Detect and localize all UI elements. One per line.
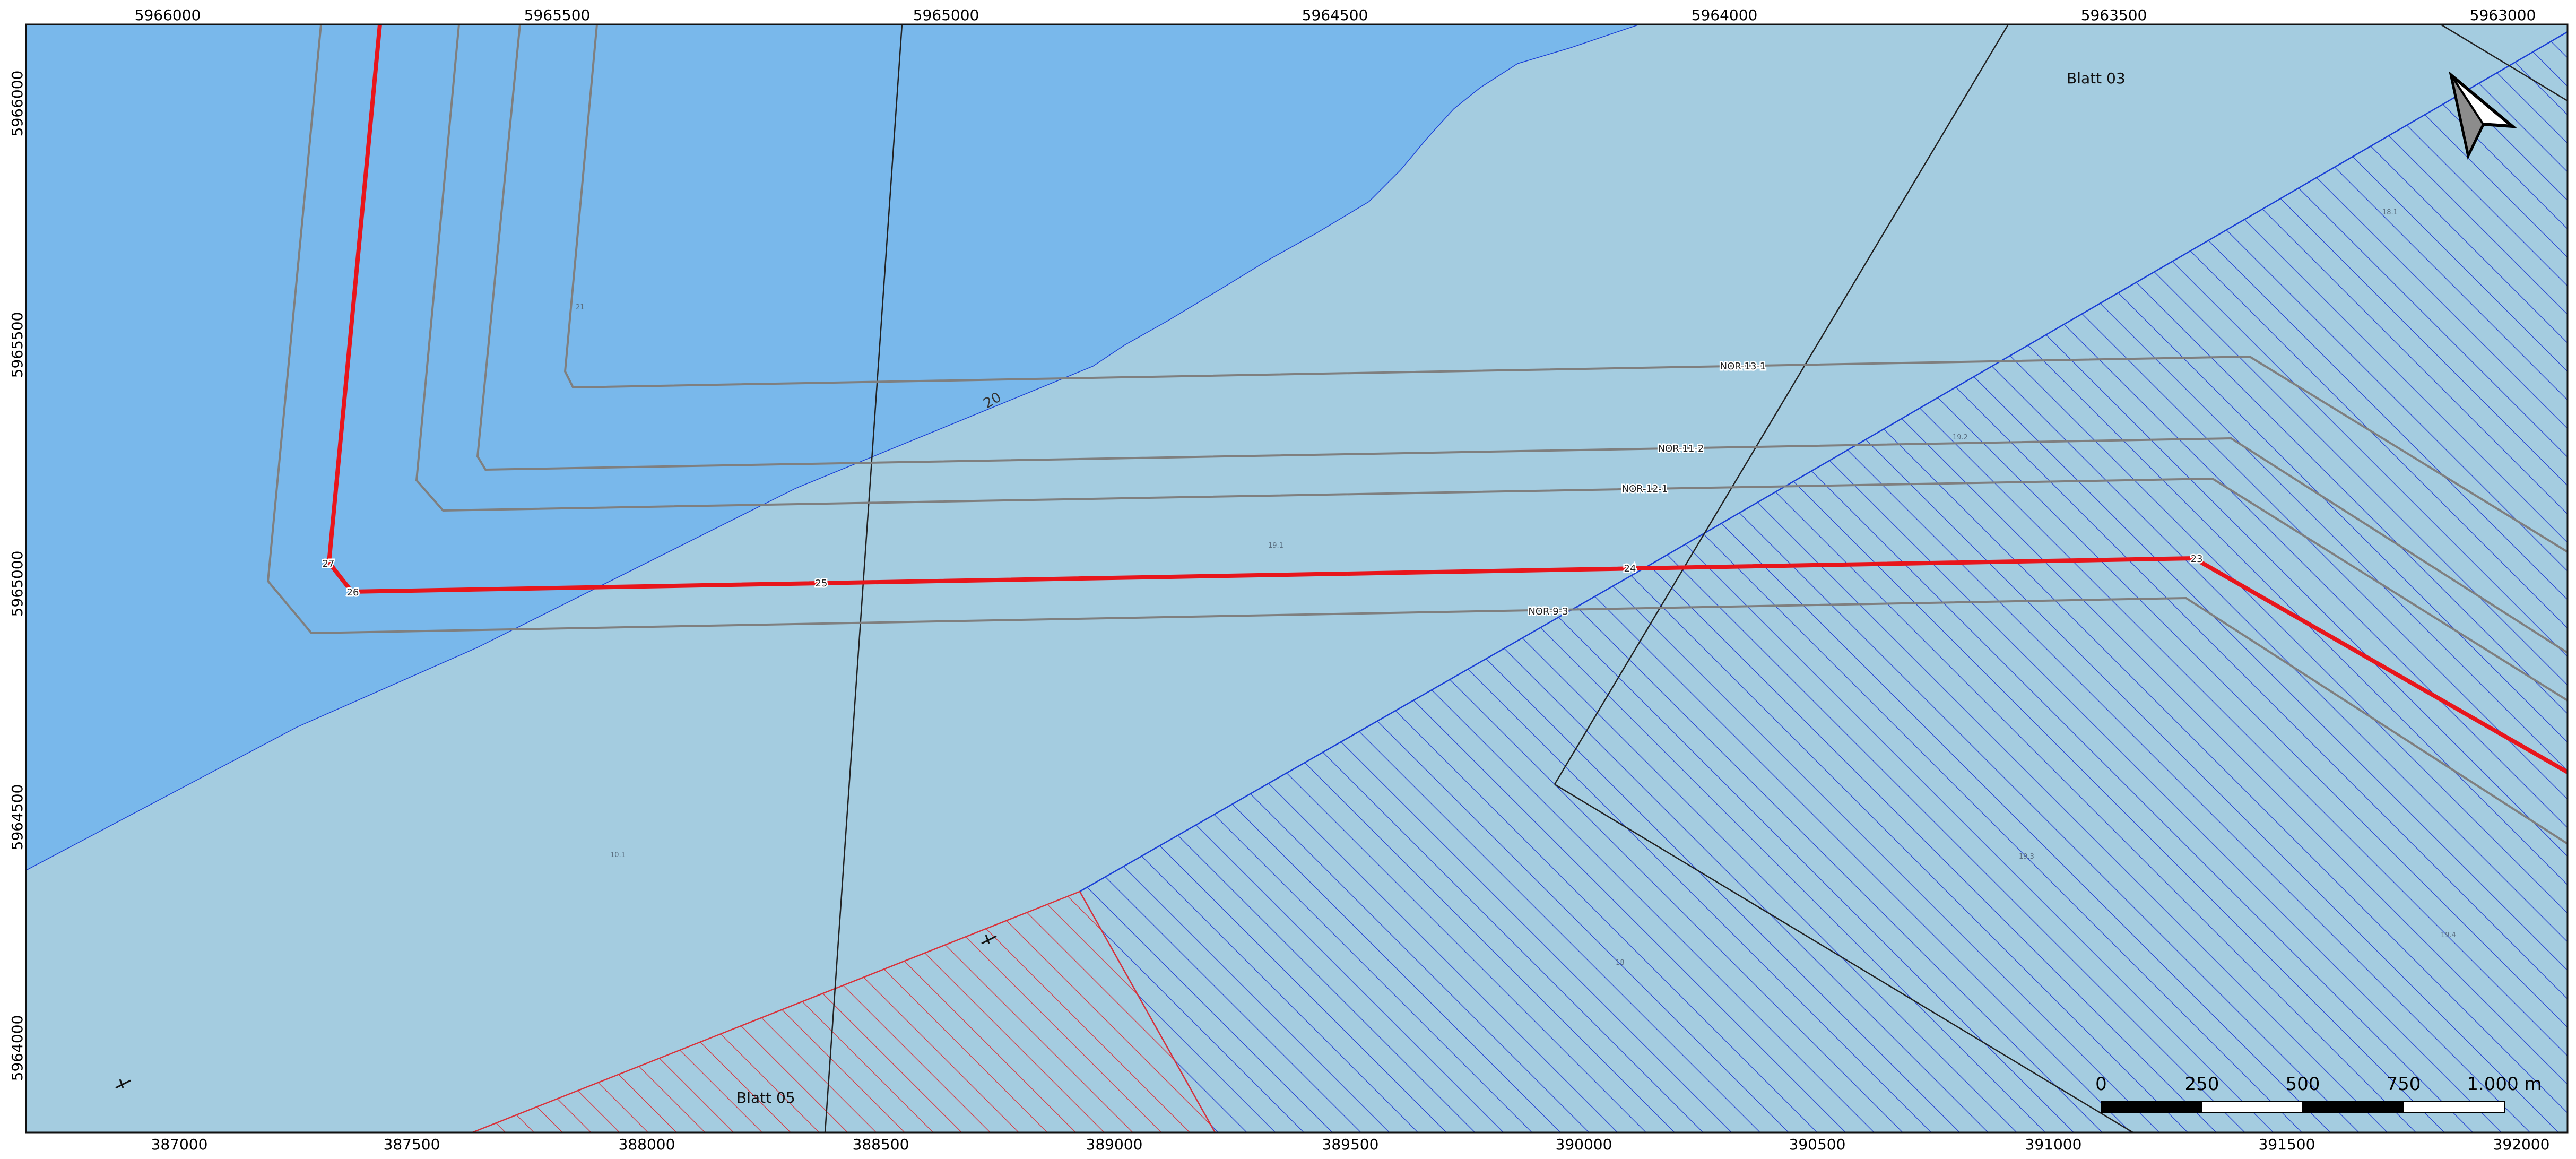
bottom-coordinate-label: 390500 xyxy=(1789,1136,1846,1153)
bottom-coordinate-label: 390000 xyxy=(1556,1136,1612,1153)
wreck-icon xyxy=(981,935,997,945)
red-hatched-zone xyxy=(472,890,1216,1132)
bottom-coordinate-label: 389000 xyxy=(1086,1136,1143,1153)
sheet-boundary-line xyxy=(1554,783,2133,1132)
zone-label: 19.2 xyxy=(1953,434,1968,442)
left-coordinate-label: 5965500 xyxy=(8,312,26,378)
bottom-coordinate-label: 389500 xyxy=(1322,1136,1379,1153)
scale-bar: 0 250 500 750 1.000 m xyxy=(2095,1074,2542,1113)
top-coordinate-label: 5963500 xyxy=(2081,6,2147,24)
sheet-boundary-line xyxy=(824,24,903,1132)
zone-label: 21 xyxy=(576,304,585,312)
route-point-label: 23 xyxy=(2191,553,2203,565)
wreck-icon xyxy=(115,1079,131,1089)
scale-bar-label: 750 xyxy=(2387,1074,2421,1095)
cable-line-nor-13-1 xyxy=(563,24,2568,553)
cable-label-nor-12-1: NOR-12-1 xyxy=(1622,483,1668,495)
left-coordinate-label: 5966000 xyxy=(8,71,26,137)
top-coordinate-label: 5963000 xyxy=(2470,6,2536,24)
route-point-label: 26 xyxy=(347,587,359,598)
cable-label-nor-11-2: NOR-11-2 xyxy=(1658,443,1704,454)
route-point-label: 27 xyxy=(323,558,335,569)
sheet-boundary-line xyxy=(1554,24,2009,785)
map-border xyxy=(25,23,2569,1134)
top-coordinate-label: 5965500 xyxy=(524,6,591,24)
zone-label: 18.1 xyxy=(2382,209,2398,217)
bottom-coordinate-label: 392000 xyxy=(2493,1136,2550,1153)
zone-label: 19.4 xyxy=(2441,931,2456,939)
route-line xyxy=(326,24,2568,774)
bottom-coordinate-label: 388000 xyxy=(619,1136,675,1153)
zone-label: 19.3 xyxy=(2019,853,2034,861)
zone-label: 19.1 xyxy=(1268,542,1283,550)
top-coordinate-label: 5964000 xyxy=(1692,6,1758,24)
cable-line-nor-12-1 xyxy=(415,24,2568,702)
left-coordinate-label: 5965000 xyxy=(8,551,26,617)
route-point-label: 24 xyxy=(1624,563,1636,574)
bottom-coordinate-label: 387000 xyxy=(151,1136,208,1153)
zone-label: 10.1 xyxy=(610,851,626,859)
route-point-label: 25 xyxy=(816,578,828,589)
top-coordinate-label: 5966000 xyxy=(135,6,201,24)
left-coordinate-label: 5964000 xyxy=(8,1015,26,1082)
sheet-boundary-line xyxy=(2440,24,2568,102)
cable-line-nor-11-2 xyxy=(476,24,2568,654)
bottom-coordinate-label: 388500 xyxy=(853,1136,909,1153)
left-coordinate-label: 5964500 xyxy=(8,784,26,851)
cable-line-nor-9-3 xyxy=(266,24,2568,845)
cable-label-nor-13-1: NOR-13-1 xyxy=(1720,361,1766,372)
sheet-label-blatt-03: Blatt 03 xyxy=(2067,70,2126,87)
north-arrow-icon xyxy=(2449,71,2518,160)
cable-label-nor-9-3: NOR-9-3 xyxy=(1528,606,1568,617)
top-coordinate-label: 5965000 xyxy=(913,6,979,24)
scale-bar-label: 500 xyxy=(2286,1074,2320,1095)
bottom-coordinate-label: 391000 xyxy=(2025,1136,2082,1153)
scale-bar-label: 0 xyxy=(2095,1074,2107,1095)
scale-bar-label: 1.000 m xyxy=(2467,1074,2542,1095)
scale-bar-label: 250 xyxy=(2185,1074,2219,1095)
zone-label: 18 xyxy=(1616,959,1625,967)
bottom-coordinate-label: 387500 xyxy=(384,1136,440,1153)
deep-water-area xyxy=(26,24,1640,871)
top-coordinate-label: 5964500 xyxy=(1302,6,1368,24)
bottom-coordinate-label: 391500 xyxy=(2259,1136,2315,1153)
sheet-label-blatt-05: Blatt 05 xyxy=(736,1089,795,1106)
